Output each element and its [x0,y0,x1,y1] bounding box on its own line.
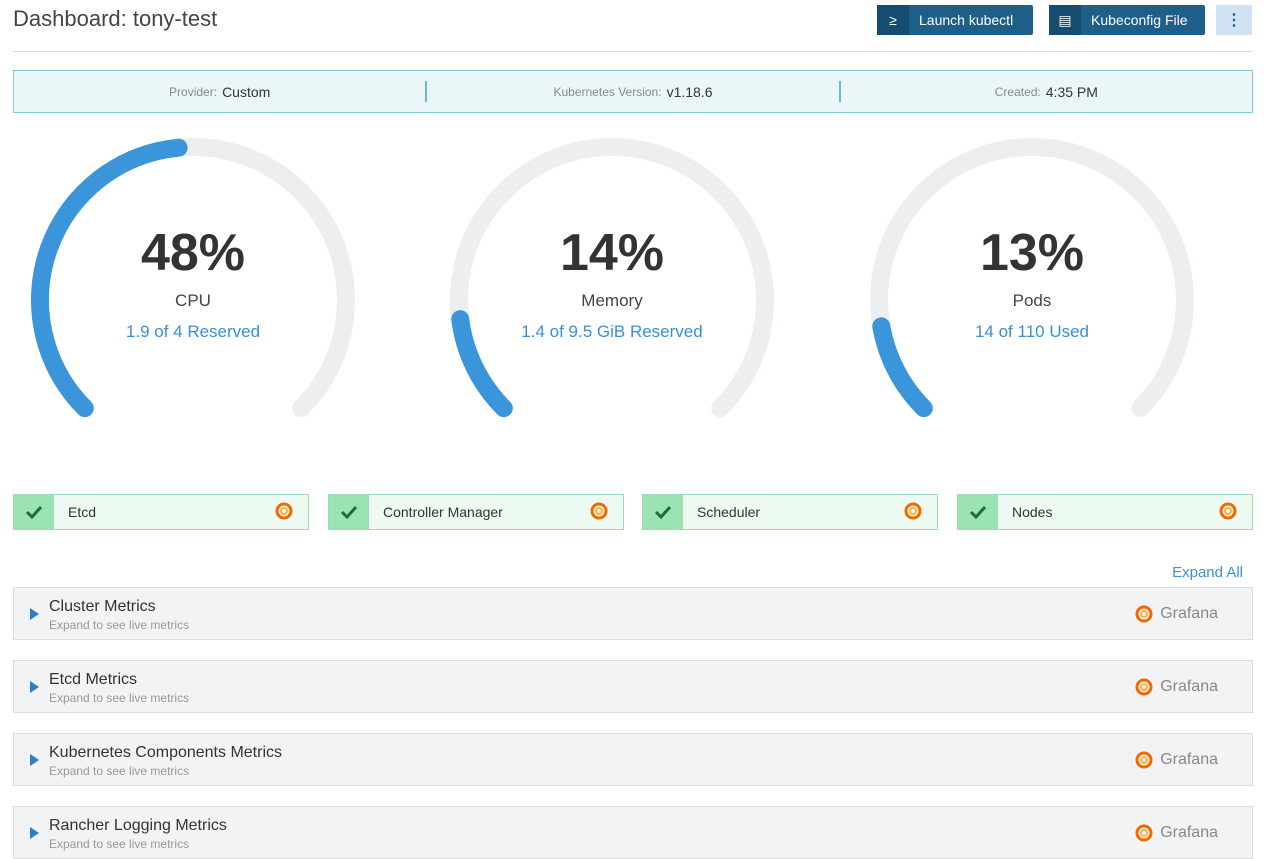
info-item: Created: 4:35 PM [838,81,1252,102]
component-status: Scheduler [642,494,938,530]
gauge-detail: 1.9 of 4 Reserved [126,322,260,341]
expand-all-link[interactable]: Expand All [1172,564,1243,581]
check-icon [329,495,369,529]
component-status: Etcd [13,494,309,530]
gauge-arc [31,138,188,418]
metric-title: Cluster Metrics [49,598,156,615]
gauge-percent: 14% [560,224,664,282]
grafana-icon [1135,678,1153,696]
component-name: Nodes [1012,504,1053,520]
metric-subtitle: Expand to see live metrics [49,764,190,778]
divider [13,51,1253,52]
grafana-link[interactable]: Grafana [1134,604,1218,624]
gauges: 48% CPU 1.9 of 4 Reserved 14% Memory 1.4 of 9… [31,138,1194,418]
info-bar: Provider: Custom Kubernetes Version: v1.18.… [13,70,1253,113]
grafana-link[interactable] [903,501,923,524]
launch-kubectl-button[interactable]: ≥ Launch kubectl [877,5,1033,35]
metric-panel[interactable]: Rancher Logging Metrics Expand to see liv… [13,806,1253,859]
grafana-icon [904,502,922,519]
check-icon [643,495,683,529]
expand-arrow [30,608,39,620]
metric-title: Kubernetes Components Metrics [49,744,282,761]
component-name: Etcd [68,504,97,520]
grafana-link[interactable] [1218,501,1238,524]
grafana-icon [1135,751,1153,769]
info-label: Provider: [169,84,218,99]
info-value: Custom [222,83,271,100]
info-value: v1.18.6 [666,83,713,100]
more-menu-button[interactable]: ⋮ [1216,5,1252,35]
metric-subtitle: Expand to see live metrics [49,837,190,851]
gauge-percent: 48% [141,224,245,282]
gauge-name: CPU [175,291,211,310]
metric-subtitle: Expand to see live metrics [49,691,190,705]
metric-subtitle: Expand to see live metrics [49,618,190,632]
grafana-icon [1135,605,1153,623]
info-label: Created: [994,84,1041,99]
grafana-label: Grafana [1160,824,1218,841]
grafana-label: Grafana [1160,678,1218,695]
grafana-icon [590,502,608,519]
gauge-arc [872,317,933,418]
button-label: Launch kubectl [919,12,1014,28]
grafana-link[interactable] [274,501,294,524]
component-name: Controller Manager [383,504,503,520]
metric-panel[interactable]: Etcd Metrics Expand to see live metrics Gr… [13,660,1253,713]
expand-arrow [30,681,39,693]
grafana-label: Grafana [1160,605,1218,622]
check-icon [14,495,54,529]
expand-arrow [30,754,39,766]
gauge-track [870,138,1194,418]
info-value: 4:35 PM [1045,83,1098,100]
gauge-percent: 13% [980,224,1084,282]
grafana-icon [1219,502,1237,519]
gauge-detail: 14 of 110 Used [975,322,1089,341]
gauge-track [450,138,774,418]
check-icon [958,495,998,529]
metric-title: Etcd Metrics [49,671,138,688]
info-item: Provider: Custom [14,71,425,112]
button-label: Kubeconfig File [1091,12,1188,28]
expand-arrow [30,827,39,839]
gauge-name: Pods [1013,291,1052,310]
page-title: Dashboard: tony-test [13,6,218,31]
grafana-label: Grafana [1160,751,1218,768]
gauge-name: Memory [581,291,643,310]
component-name: Scheduler [697,504,761,520]
info-label: Kubernetes Version: [553,84,662,99]
grafana-icon [275,502,293,519]
info-item: Kubernetes Version: v1.18.6 [425,81,838,102]
component-status: Nodes [957,494,1253,530]
grafana-icon [1135,824,1153,842]
grafana-link[interactable]: Grafana [1134,823,1218,843]
gauge-detail: 1.4 of 9.5 GiB Reserved [521,322,702,341]
kubeconfig-button[interactable]: ▤ Kubeconfig File [1049,5,1205,35]
gauge-arc [451,310,513,418]
grafana-link[interactable]: Grafana [1134,750,1218,770]
metric-panel[interactable]: Cluster Metrics Expand to see live metric… [13,587,1253,640]
grafana-link[interactable]: Grafana [1134,677,1218,697]
metric-panel[interactable]: Kubernetes Components Metrics Expand to s… [13,733,1253,786]
metric-title: Rancher Logging Metrics [49,817,227,834]
grafana-link[interactable] [589,501,609,524]
component-status: Controller Manager [328,494,624,530]
